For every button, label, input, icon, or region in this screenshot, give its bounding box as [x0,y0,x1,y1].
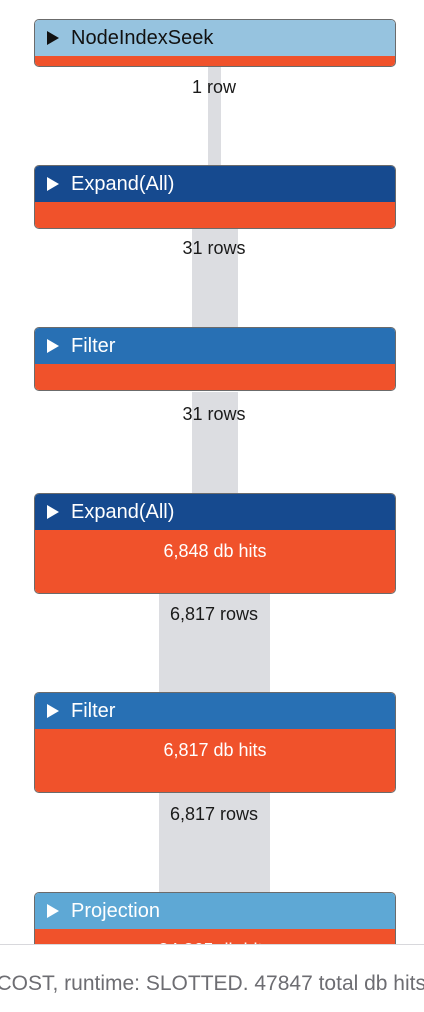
operator-name: Filter [71,699,116,722]
operator-header[interactable]: Filter [35,328,395,364]
query-plan: 1 row 31 rows 31 rows 6,817 rows 6,817 r… [34,19,396,944]
db-hits-bar [35,364,395,390]
db-hits-bar: 6,817 db hits [35,729,395,792]
operator-header[interactable]: Expand(All) [35,494,395,530]
db-hits-bar [35,56,395,66]
operator-header[interactable]: Expand(All) [35,166,395,202]
row-flow-pipe [192,226,238,328]
row-count-label: 6,817 rows [169,604,259,624]
operator-name: NodeIndexSeek [71,26,214,49]
operator-expand-all[interactable]: Expand(All) [34,165,396,229]
operator-header[interactable]: Projection [35,893,395,929]
operator-header[interactable]: Filter [35,693,395,729]
triangle-right-icon[interactable] [47,704,59,718]
operator-name: Projection [71,899,160,922]
operator-projection[interactable]: Projection 34,265 db hits [34,892,396,944]
operator-filter[interactable]: Filter [34,327,396,391]
operator-name: Filter [71,334,116,357]
triangle-right-icon[interactable] [47,505,59,519]
row-flow-pipe [208,64,221,166]
row-flow-pipe [192,392,238,494]
row-flow-pipe [159,792,270,894]
operator-name: Expand(All) [71,500,175,523]
operator-filter[interactable]: Filter 6,817 db hits [34,692,396,793]
plan-summary-text: Cypher version: CYPHER 4.4, planner: COS… [0,972,424,995]
row-count-label: 31 rows [182,404,246,424]
row-count-label: 1 row [191,77,236,97]
operator-expand-all[interactable]: Expand(All) 6,848 db hits [34,493,396,594]
triangle-right-icon[interactable] [47,31,59,45]
operator-name: Expand(All) [71,172,175,195]
row-count-label: 31 rows [182,238,246,258]
triangle-right-icon[interactable] [47,904,59,918]
operator-node-index-seek[interactable]: NodeIndexSeek [34,19,396,67]
db-hits-bar: 6,848 db hits [35,530,395,593]
row-count-label: 6,817 rows [169,804,259,824]
db-hits-bar [35,202,395,228]
triangle-right-icon[interactable] [47,177,59,191]
db-hits-bar: 34,265 db hits [35,929,395,944]
plan-summary-footer: Cypher version: CYPHER 4.4, planner: COS… [0,944,424,1012]
row-flow-pipe [159,592,270,694]
triangle-right-icon[interactable] [47,339,59,353]
operator-header[interactable]: NodeIndexSeek [35,20,395,56]
